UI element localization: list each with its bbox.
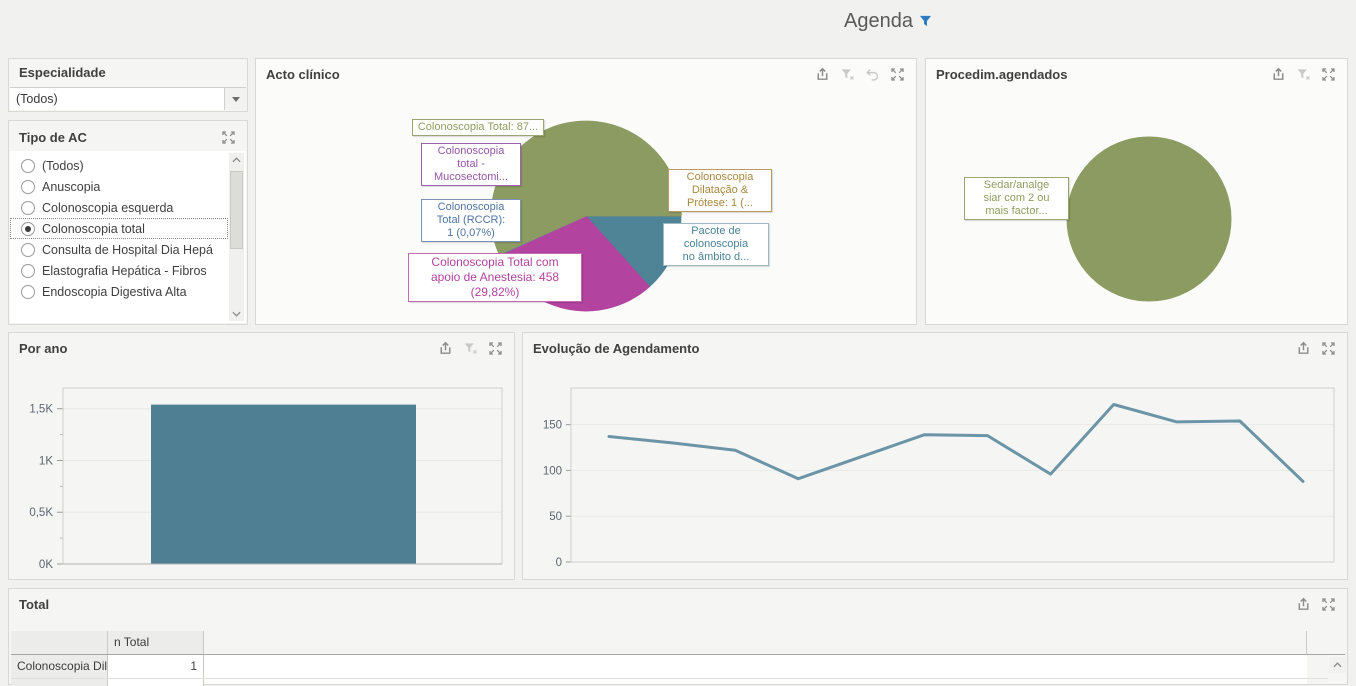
panel-por-ano: Por ano 0K 0,5K 1K 1,5K bbox=[8, 332, 515, 580]
clear-filter-icon[interactable] bbox=[462, 340, 479, 357]
svg-text:0: 0 bbox=[556, 557, 562, 569]
especialidade-dropdown[interactable]: (Todos) bbox=[10, 87, 246, 110]
panel-tipo-de-ac: Tipo de AC (Todos) Anuscopia Colonoscopi… bbox=[8, 120, 248, 325]
filter-funnel-icon[interactable] bbox=[919, 11, 932, 24]
scroll-down-button[interactable] bbox=[229, 307, 244, 321]
caret-down-icon bbox=[231, 96, 240, 102]
dropdown-caret-button[interactable] bbox=[224, 88, 246, 110]
table-scrollbar[interactable] bbox=[1328, 655, 1346, 684]
radio-icon[interactable] bbox=[21, 158, 35, 173]
expand-icon[interactable] bbox=[1320, 596, 1337, 613]
export-icon[interactable] bbox=[814, 66, 831, 83]
table-header-dimension bbox=[11, 631, 108, 654]
clear-filter-icon[interactable] bbox=[1295, 66, 1312, 83]
expand-icon[interactable] bbox=[220, 129, 237, 146]
page-title: Agenda bbox=[844, 10, 913, 32]
panel-acto-clinico: Acto clínico Colonoscopia Total: 87... C… bbox=[255, 58, 917, 325]
radio-selected-icon[interactable] bbox=[21, 221, 35, 236]
page-title-bar: Agenda bbox=[844, 10, 932, 33]
panel-procedim-agendados: Procedim.agendados Sedar/analge siar com… bbox=[925, 58, 1348, 325]
list-item-endoscopia[interactable]: Endoscopia Digestiva Alta bbox=[10, 281, 228, 302]
table-cell-name bbox=[11, 679, 108, 686]
table-body-background bbox=[12, 655, 1307, 684]
undo-icon[interactable] bbox=[864, 66, 881, 83]
evolucao-title: Evolução de Agendamento bbox=[533, 341, 700, 356]
list-item-label: Elastografia Hepática - Fibros bbox=[42, 263, 207, 278]
list-item-todos[interactable]: (Todos) bbox=[10, 155, 228, 176]
list-item-colonoscopia-esquerda[interactable]: Colonoscopia esquerda bbox=[10, 197, 228, 218]
radio-icon[interactable] bbox=[21, 200, 35, 215]
svg-text:1,5K: 1,5K bbox=[29, 404, 53, 416]
pie-label-sedar-analgesiar[interactable]: Sedar/analge siar com 2 ou mais factor..… bbox=[964, 177, 1069, 220]
expand-icon[interactable] bbox=[1320, 66, 1337, 83]
table-divider bbox=[1306, 631, 1307, 655]
list-item-anuscopia[interactable]: Anuscopia bbox=[10, 176, 228, 197]
list-item-label: (Todos) bbox=[42, 158, 84, 173]
pie-label-mucosectomia[interactable]: Colonoscopia total - Mucosectomi... bbox=[421, 143, 521, 186]
table-header-row: n Total bbox=[11, 631, 1345, 655]
total-table: n Total Colonoscopia Dil... 1 bbox=[11, 631, 1345, 686]
evolucao-line-chart[interactable]: 0 50 100 150 bbox=[523, 333, 1347, 579]
pie-label-anestesia[interactable]: Colonoscopia Total com apoio de Anestesi… bbox=[408, 253, 582, 302]
expand-icon[interactable] bbox=[1320, 340, 1337, 357]
expand-icon[interactable] bbox=[889, 66, 906, 83]
acto-clinico-title: Acto clínico bbox=[266, 67, 340, 82]
expand-icon[interactable] bbox=[487, 340, 504, 357]
radio-icon[interactable] bbox=[21, 179, 35, 194]
svg-text:0,5K: 0,5K bbox=[29, 507, 53, 519]
svg-text:150: 150 bbox=[543, 420, 562, 432]
table-cell-n-total bbox=[108, 679, 204, 686]
list-item-label: Colonoscopia esquerda bbox=[42, 200, 174, 215]
list-item-label: Consulta de Hospital Dia Hepá bbox=[42, 242, 213, 257]
table-row-partial bbox=[11, 679, 1345, 686]
por-ano-title: Por ano bbox=[19, 341, 68, 356]
svg-text:100: 100 bbox=[543, 465, 562, 477]
tipo-ac-list: (Todos) Anuscopia Colonoscopia esquerda … bbox=[10, 151, 246, 323]
radio-icon[interactable] bbox=[21, 263, 35, 278]
list-item-label: Colonoscopia total bbox=[42, 221, 145, 236]
pie-label-rccr[interactable]: Colonoscopia Total (RCCR): 1 (0,07%) bbox=[421, 199, 521, 242]
panel-total: Total n Total Colonoscopia Dil... 1 bbox=[8, 588, 1348, 686]
pie-label-colonoscopia-total[interactable]: Colonoscopia Total: 87... bbox=[412, 119, 544, 136]
scroll-up-button[interactable] bbox=[229, 153, 244, 167]
table-cell-name[interactable]: Colonoscopia Dil... bbox=[11, 655, 108, 678]
radio-icon[interactable] bbox=[21, 242, 35, 257]
scroll-up-button[interactable] bbox=[1329, 657, 1346, 673]
especialidade-selected-value: (Todos) bbox=[16, 92, 58, 106]
tipo-ac-title: Tipo de AC bbox=[19, 130, 87, 145]
list-item-elastografia[interactable]: Elastografia Hepática - Fibros bbox=[10, 260, 228, 281]
pie-label-dilatacao-protese[interactable]: Colonoscopia Dilatação & Prótese: 1 (... bbox=[668, 169, 772, 212]
total-title: Total bbox=[19, 597, 50, 612]
acto-clinico-pie-chart[interactable] bbox=[256, 59, 916, 324]
por-ano-bar-chart[interactable]: 0K 0,5K 1K 1,5K bbox=[9, 333, 514, 579]
list-scrollbar[interactable] bbox=[229, 153, 244, 321]
svg-text:0K: 0K bbox=[39, 559, 53, 571]
radio-icon[interactable] bbox=[21, 284, 35, 299]
export-icon[interactable] bbox=[437, 340, 454, 357]
table-cell-n-total[interactable]: 1 bbox=[108, 655, 204, 678]
panel-evolucao: Evolução de Agendamento 0 50 100 150 bbox=[522, 332, 1348, 580]
export-icon[interactable] bbox=[1295, 596, 1312, 613]
procedim-title: Procedim.agendados bbox=[936, 67, 1068, 82]
svg-text:1K: 1K bbox=[39, 455, 53, 467]
especialidade-title: Especialidade bbox=[19, 65, 106, 80]
list-item-consulta-hospital-dia[interactable]: Consulta de Hospital Dia Hepá bbox=[10, 239, 228, 260]
table-header-n-total[interactable]: n Total bbox=[108, 631, 204, 654]
svg-text:50: 50 bbox=[549, 511, 562, 523]
export-icon[interactable] bbox=[1295, 340, 1312, 357]
scrollbar-thumb[interactable] bbox=[230, 171, 243, 249]
pie-label-pacote-colonoscopia[interactable]: Pacote de colonoscopia no âmbito d... bbox=[663, 223, 769, 266]
export-icon[interactable] bbox=[1270, 66, 1287, 83]
list-item-label: Endoscopia Digestiva Alta bbox=[42, 284, 187, 299]
panel-especialidade: Especialidade (Todos) bbox=[8, 58, 248, 112]
list-item-label: Anuscopia bbox=[42, 179, 101, 194]
table-row: Colonoscopia Dil... 1 bbox=[11, 655, 1345, 679]
clear-filter-icon[interactable] bbox=[839, 66, 856, 83]
list-item-colonoscopia-total[interactable]: Colonoscopia total bbox=[10, 218, 228, 239]
